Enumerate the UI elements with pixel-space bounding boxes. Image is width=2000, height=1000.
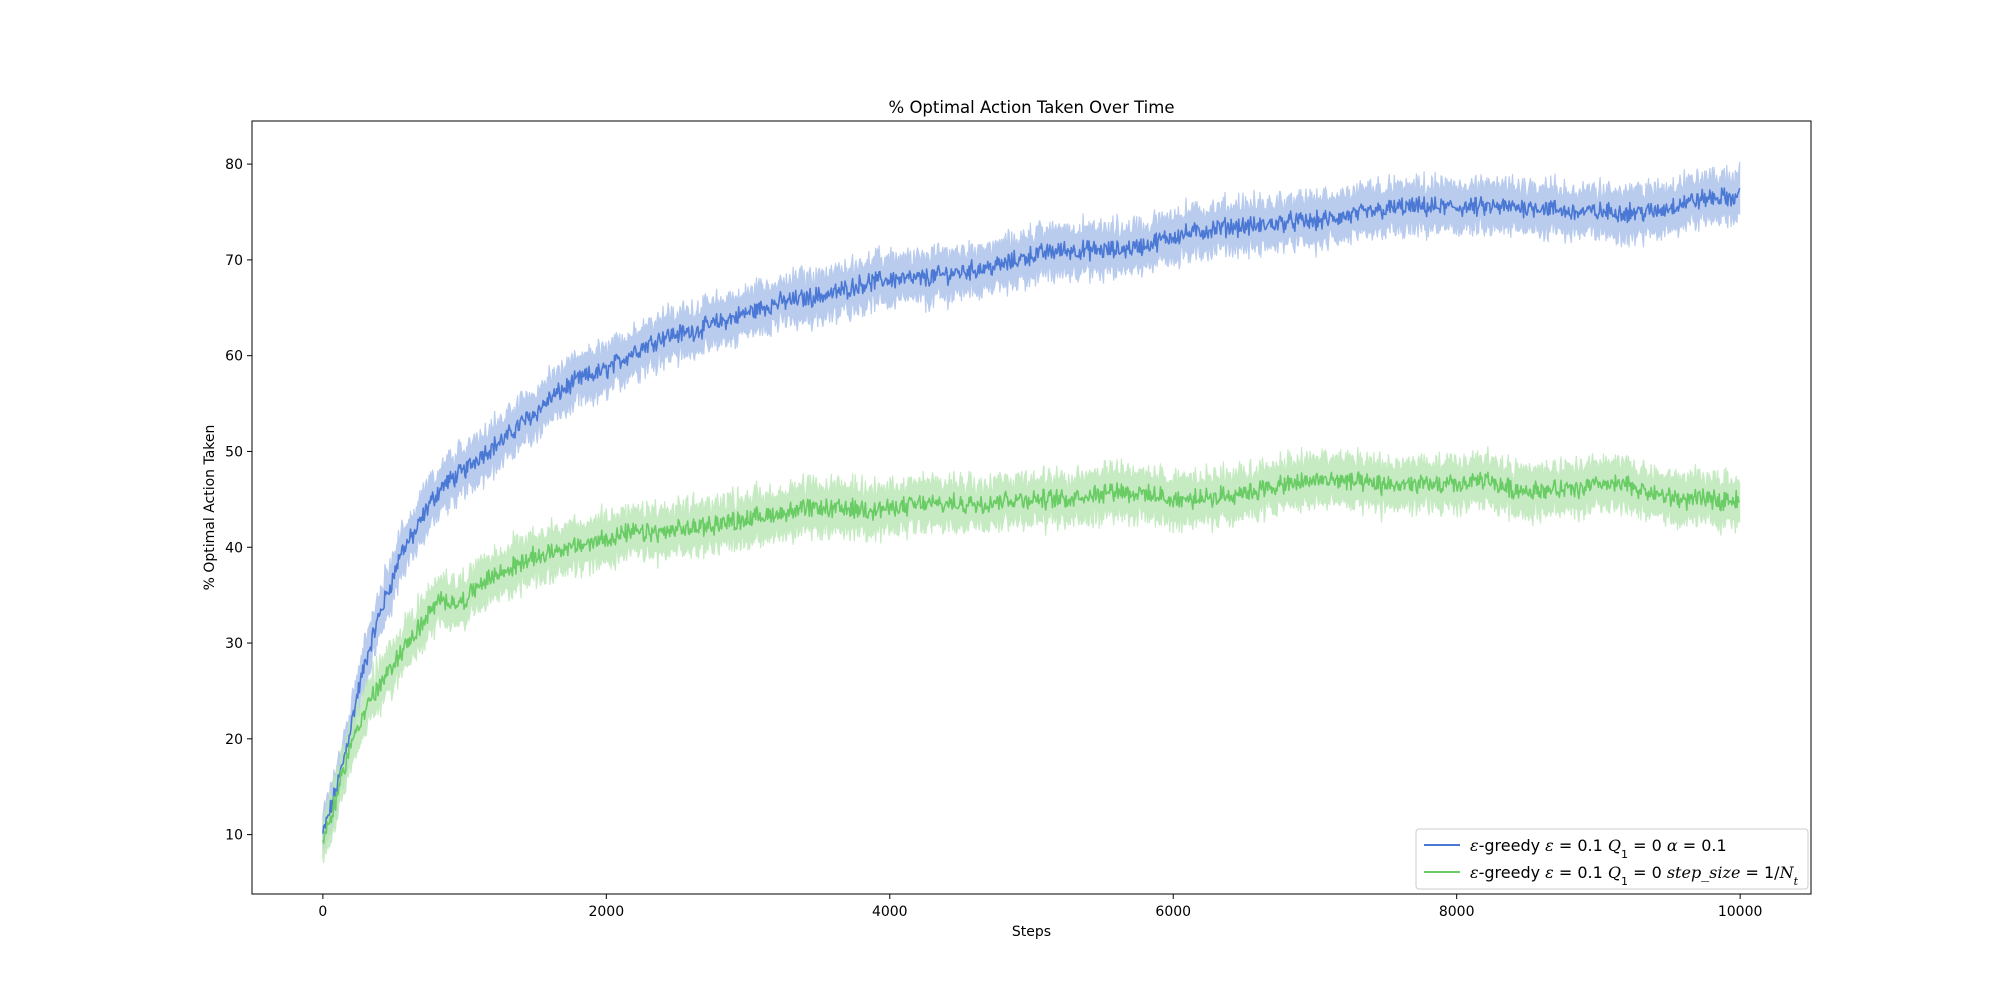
x-tick-label-4: 8000	[1439, 904, 1475, 920]
x-tick-label-1: 2000	[588, 904, 624, 920]
legend-label-0: ε-greedy ε = 0.1 Q1 = 0 α = 0.1	[1470, 836, 1727, 861]
plot-area	[251, 120, 1812, 895]
y-tick-label-1: 20	[225, 732, 243, 748]
legend: ε-greedy ε = 0.1 Q1 = 0 α = 0.1ε-greedy …	[1415, 828, 1809, 890]
y-tick-label-2: 30	[225, 636, 243, 652]
x-axis: 0 2000 4000 6000 8000 10000	[318, 894, 1762, 920]
x-tick-label-2: 4000	[872, 904, 908, 920]
y-tick-label-4: 50	[225, 444, 243, 460]
band-series-1	[322, 446, 1741, 864]
y-tick-label-7: 80	[225, 157, 243, 173]
legend-label-1: ε-greedy ε = 0.1 Q1 = 0 step_size = 1/Nt	[1470, 863, 1799, 888]
y-tick-label-0: 10	[225, 828, 243, 844]
y-tick-label-5: 60	[225, 349, 243, 365]
line-series-1	[322, 471, 1741, 844]
x-tick-label-3: 6000	[1155, 904, 1191, 920]
y-axis: 10 20 30 40 50 60 70 80	[225, 157, 252, 844]
line-series-0	[322, 187, 1741, 834]
x-tick-label-5: 10000	[1718, 904, 1763, 920]
y-tick-label-3: 40	[225, 540, 243, 556]
y-axis-label: % Optimal Action Taken	[202, 425, 218, 591]
legend-box	[1415, 828, 1809, 890]
series-lines	[322, 187, 1741, 844]
x-tick-label-0: 0	[318, 904, 327, 920]
chart-title: % Optimal Action Taken Over Time	[889, 98, 1175, 117]
x-axis-label: Steps	[1012, 924, 1051, 940]
y-tick-label-6: 70	[225, 253, 243, 269]
confidence-bands	[322, 161, 1741, 864]
